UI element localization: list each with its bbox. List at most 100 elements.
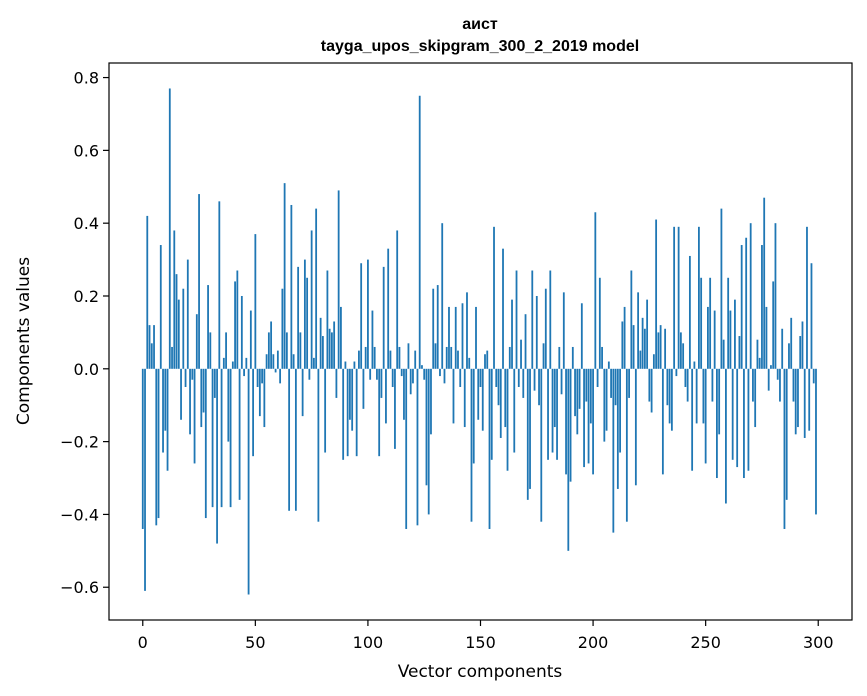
bar-110 — [389, 350, 392, 369]
bar-249 — [702, 368, 705, 424]
bar-250 — [704, 368, 707, 464]
bar-100 — [367, 259, 369, 369]
bar-178 — [542, 343, 545, 369]
bar-126 — [425, 368, 428, 486]
bar-3 — [148, 325, 151, 369]
chart-subtitle: tayga_upos_skipgram_300_2_2019 model — [321, 38, 639, 55]
bar-206 — [605, 368, 608, 431]
bar-94 — [353, 361, 356, 369]
bar-287 — [788, 343, 790, 369]
bar-243 — [688, 255, 691, 369]
y-tick-label: 0.4 — [74, 214, 99, 233]
bar-169 — [522, 368, 525, 398]
bar-115 — [400, 368, 403, 377]
bar-116 — [403, 368, 405, 420]
bar-18 — [182, 288, 185, 369]
bar-211 — [616, 368, 619, 489]
bar-135 — [445, 346, 448, 369]
bar-145 — [468, 357, 471, 369]
bar-253 — [711, 368, 714, 402]
bar-107 — [382, 266, 385, 369]
bar-138 — [452, 368, 455, 424]
bar-103 — [373, 346, 376, 369]
bar-181 — [549, 270, 552, 369]
bar-104 — [376, 368, 378, 380]
bar-67 — [292, 354, 295, 369]
bar-229 — [657, 332, 660, 369]
bar-146 — [470, 368, 473, 522]
bar-92 — [349, 368, 351, 420]
bar-102 — [371, 310, 374, 369]
bar-217 — [630, 270, 633, 369]
bar-295 — [806, 226, 808, 369]
bar-174 — [533, 368, 536, 391]
bar-21 — [189, 368, 191, 435]
bar-127 — [427, 368, 430, 515]
x-tick-label: 200 — [578, 633, 609, 652]
bar-134 — [443, 368, 446, 384]
y-axis-ticks: −0.6 −0.4 −0.2 0.0 0.2 0.4 0.6 0.8 — [60, 69, 109, 597]
bar-199 — [589, 368, 592, 424]
bar-285 — [783, 368, 786, 529]
bar-276 — [763, 197, 766, 369]
bar-291 — [797, 368, 799, 428]
bar-266 — [740, 245, 743, 369]
bar-161 — [504, 368, 507, 428]
bar-275 — [761, 245, 763, 369]
bar-30 — [209, 332, 212, 369]
bar-277 — [765, 306, 768, 369]
x-tick-label: 50 — [245, 633, 265, 652]
bar-151 — [481, 368, 484, 431]
bar-46 — [245, 357, 248, 369]
bar-62 — [281, 288, 284, 369]
bar-113 — [396, 230, 399, 369]
bar-29 — [207, 285, 209, 369]
bar-142 — [461, 303, 464, 369]
bar-131 — [436, 285, 439, 369]
bar-111 — [391, 368, 394, 387]
bar-2 — [146, 215, 149, 369]
bar-251 — [707, 306, 709, 369]
bar-163 — [508, 346, 511, 369]
bar-112 — [394, 368, 396, 449]
bar-289 — [792, 368, 795, 402]
bar-204 — [601, 346, 603, 369]
x-tick-label: 0 — [138, 633, 148, 652]
bar-83 — [328, 328, 331, 369]
bar-257 — [720, 208, 723, 369]
bar-26 — [200, 368, 203, 428]
bar-34 — [218, 201, 221, 369]
bar-155 — [490, 368, 493, 460]
bar-194 — [578, 368, 581, 409]
bar-49 — [252, 368, 254, 457]
bar-50 — [254, 234, 257, 369]
bar-47 — [247, 368, 250, 595]
bar-273 — [756, 339, 759, 369]
bar-39 — [229, 368, 232, 508]
bar-226 — [650, 368, 653, 413]
y-tick-label: −0.6 — [60, 578, 99, 597]
bar-12 — [168, 88, 171, 369]
bar-76 — [312, 357, 315, 369]
bar-224 — [646, 299, 649, 369]
y-tick-label: −0.2 — [60, 433, 99, 452]
bar-11 — [166, 368, 169, 471]
bar-73 — [306, 277, 309, 369]
bar-124 — [421, 365, 423, 369]
bar-88 — [340, 306, 342, 369]
bar-71 — [301, 368, 304, 417]
bar-270 — [749, 223, 752, 369]
bar-97 — [360, 263, 363, 369]
bar-234 — [668, 368, 671, 424]
bar-75 — [310, 230, 313, 369]
bar-293 — [801, 321, 804, 369]
bar-297 — [810, 263, 813, 369]
bar-283 — [779, 368, 781, 402]
bar-114 — [398, 346, 401, 369]
bar-13 — [171, 346, 173, 369]
bar-128 — [430, 368, 432, 435]
bar-274 — [758, 357, 761, 369]
x-tick-label: 250 — [690, 633, 721, 652]
bar-198 — [587, 368, 590, 464]
bar-241 — [684, 368, 687, 387]
